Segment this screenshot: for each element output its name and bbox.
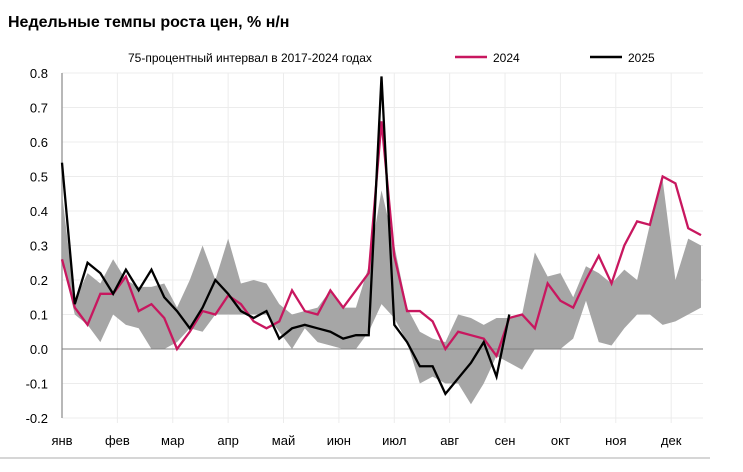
x-tick-label: окт <box>551 433 570 448</box>
legend-label-2025: 2025 <box>628 51 655 65</box>
chart-title: Недельные темпы роста цен, % н/н <box>8 14 290 31</box>
x-tick-label: мар <box>161 433 184 448</box>
y-tick-label: 0.4 <box>30 204 48 219</box>
y-tick-label: 0.8 <box>30 66 48 81</box>
x-tick-label: июл <box>382 433 406 448</box>
y-tick-label: 0.2 <box>30 273 48 288</box>
x-tick-label: авг <box>440 433 459 448</box>
legend-label-2024: 2024 <box>493 51 520 65</box>
y-tick-label: 0.3 <box>30 239 48 254</box>
y-tick-label: 0.7 <box>30 101 48 116</box>
series-line-2025 <box>60 76 511 396</box>
y-tick-label: -0.1 <box>26 377 48 392</box>
y-tick-label: 0.1 <box>30 308 48 323</box>
y-tick-label: 0.5 <box>30 170 48 185</box>
x-tick-label: дек <box>661 433 682 448</box>
x-tick-label: ноя <box>605 433 626 448</box>
x-tick-label: июн <box>327 433 351 448</box>
x-tick-label: фев <box>105 433 130 448</box>
y-tick-label: -0.2 <box>26 411 48 426</box>
x-tick-label: сен <box>495 433 516 448</box>
x-tick-label: май <box>272 433 295 448</box>
x-tick-label: апр <box>217 433 239 448</box>
x-tick-label: янв <box>51 433 72 448</box>
y-tick-label: 0.6 <box>30 135 48 150</box>
legend-label-band: 75-процентный интервал в 2017-2024 годах <box>128 51 372 65</box>
series-line-2024 <box>60 121 702 359</box>
interval-band <box>62 179 701 405</box>
y-tick-label: 0.0 <box>30 342 48 357</box>
